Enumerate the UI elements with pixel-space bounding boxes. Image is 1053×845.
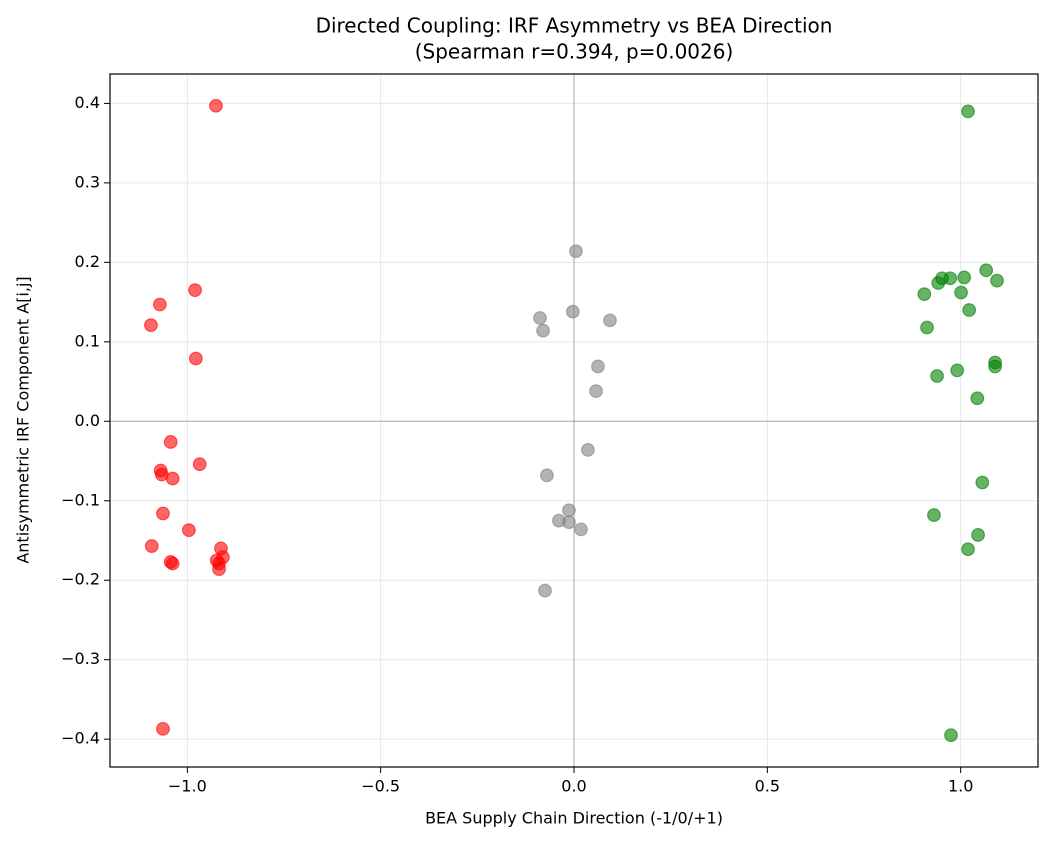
scatter-point (165, 471, 180, 486)
y-tick-label: −0.2 (61, 570, 100, 589)
scatter-point (589, 384, 603, 398)
y-tick-label: 0.2 (75, 252, 100, 271)
y-axis-label: Antisymmetric IRF Component A[i,j] (14, 276, 33, 563)
scatter-point (144, 539, 159, 553)
scatter-point (603, 313, 617, 328)
scatter-point (144, 318, 158, 333)
scatter-point (961, 104, 975, 119)
x-tick-label: −0.5 (361, 777, 400, 796)
scatter-point (209, 98, 223, 113)
plot-frame (109, 73, 1039, 768)
scatter-point (163, 435, 178, 449)
scatter-point (931, 276, 946, 290)
scatter-point (970, 391, 985, 406)
y-tick-label: −0.3 (61, 649, 100, 668)
scatter-point (950, 363, 965, 378)
scatter-point (943, 271, 958, 286)
x-tick-label: −1.0 (168, 777, 207, 796)
chart-subtitle: (Spearman r=0.394, p=0.0026) (415, 40, 734, 64)
scatter-point (957, 270, 972, 285)
scatter-point (152, 297, 167, 312)
scatter-point (988, 359, 1002, 374)
scatter-point (533, 311, 547, 325)
scatter-point (562, 503, 576, 518)
x-tick-label: 0.0 (561, 777, 586, 796)
scatter-point (538, 583, 552, 598)
x-tick-label: 1.0 (948, 777, 973, 796)
scatter-point (581, 443, 595, 457)
scatter-point (212, 562, 226, 577)
scatter-point (975, 475, 990, 490)
scatter-point (181, 523, 196, 538)
scatter-point (944, 728, 958, 743)
y-tick-label: 0.4 (75, 93, 100, 112)
scatter-point (591, 359, 605, 374)
scatter-point (927, 508, 941, 522)
scatter-point (990, 273, 1004, 288)
y-tick-label: 0.0 (75, 411, 100, 430)
scatter-point (961, 542, 975, 557)
x-axis-label: BEA Supply Chain Direction (-1/0/+1) (425, 809, 723, 828)
scatter-point (930, 369, 944, 383)
scatter-point (156, 721, 170, 736)
scatter-point (962, 303, 977, 317)
chart-title: Directed Coupling: IRF Asymmetry vs BEA … (316, 14, 833, 38)
scatter-point (917, 287, 932, 302)
scatter-point (188, 351, 203, 366)
x-tick-label: 0.5 (755, 777, 780, 796)
scatter-point (165, 556, 180, 571)
y-tick-label: 0.1 (75, 331, 100, 350)
scatter-point (536, 323, 550, 338)
scatter-point (569, 244, 583, 259)
y-tick-label: −0.4 (61, 729, 100, 748)
scatter-point (192, 457, 207, 472)
scatter-point (574, 522, 588, 537)
scatter-point (954, 285, 968, 300)
scatter-point (971, 528, 985, 542)
scatter-point (979, 263, 994, 278)
y-tick-label: −0.1 (61, 490, 100, 509)
scatter-point (188, 283, 202, 298)
scatter-point (156, 506, 170, 521)
scatter-point (540, 468, 554, 483)
scatter-point (562, 515, 576, 530)
y-tick-label: 0.3 (75, 172, 100, 191)
scatter-point (565, 304, 580, 319)
scatter-point (920, 320, 934, 335)
